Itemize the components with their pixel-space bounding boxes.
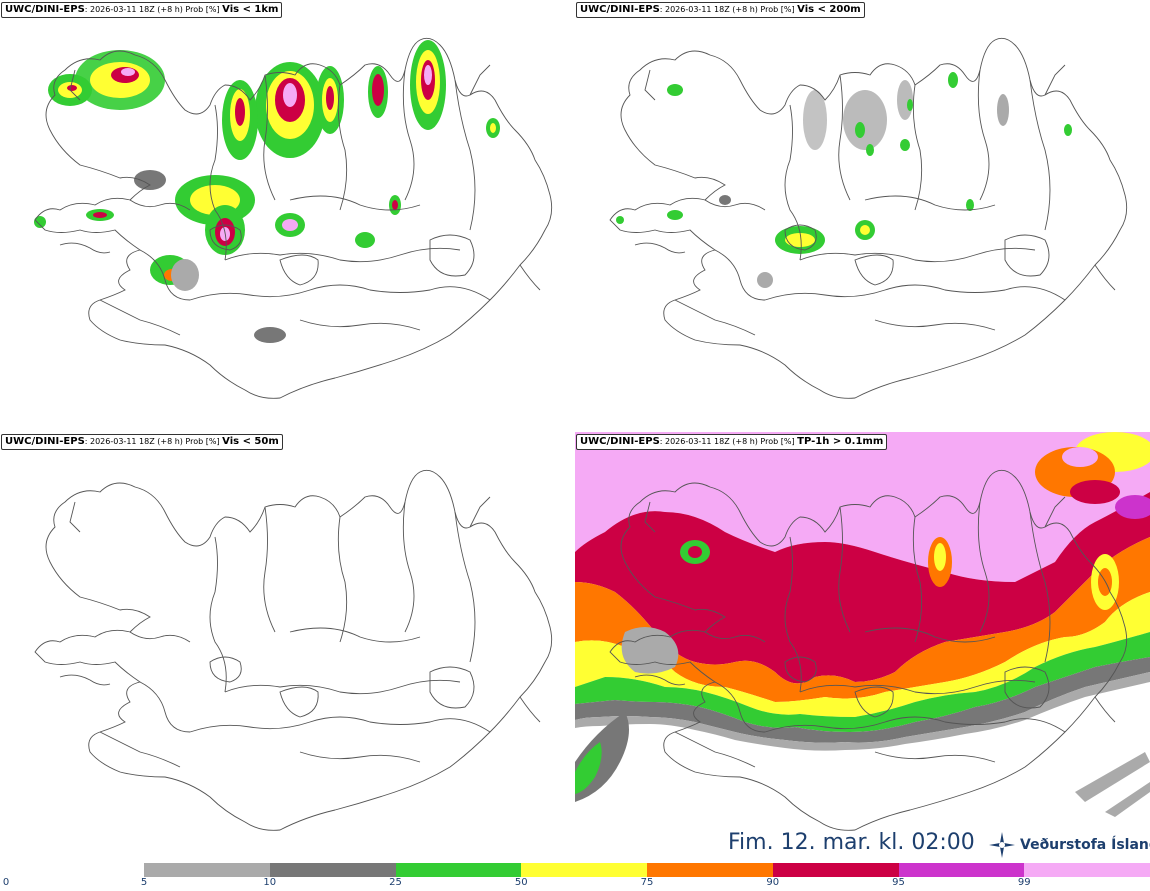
probability-field bbox=[34, 40, 500, 343]
colorbar-tick-label: 99 bbox=[1017, 877, 1031, 888]
logo-text: Veðurstofa Íslands bbox=[1020, 837, 1150, 853]
panel-title: UWC/DINI-EPS: 2026-03-11 18Z (+8 h) Prob… bbox=[576, 434, 888, 450]
panel-tp-1h: UWC/DINI-EPS: 2026-03-11 18Z (+8 h) Prob… bbox=[575, 432, 1150, 862]
panel-title: UWC/DINI-EPS: 2026-03-11 18Z (+8 h) Prob… bbox=[1, 434, 283, 450]
vedurstofa-star-icon bbox=[989, 832, 1015, 858]
colorbar-segment bbox=[521, 863, 647, 877]
colorbar-tick-label: 5 bbox=[140, 877, 148, 888]
model-name: UWC/DINI-EPS bbox=[5, 4, 85, 15]
colorbar-segment bbox=[647, 863, 773, 877]
colorbar-segment bbox=[269, 863, 396, 877]
model-name: UWC/DINI-EPS bbox=[580, 4, 660, 15]
iceland-map bbox=[609, 37, 1128, 399]
colorbar-segment bbox=[395, 863, 522, 877]
threshold-label: Vis < 50m bbox=[222, 436, 279, 447]
precipitation-probability-field bbox=[575, 432, 1150, 817]
colorbar-tick-label: 0 bbox=[2, 877, 10, 888]
probability-field bbox=[616, 72, 1072, 288]
run-info: : 2026-03-11 18Z (+8 h) Prob [%] bbox=[659, 437, 798, 446]
iceland-map bbox=[34, 469, 553, 831]
vedurstofa-logo: Veðurstofa Íslands bbox=[988, 830, 1150, 860]
forecast-valid-time: Fim. 12. mar. kl. 02:00 bbox=[728, 830, 975, 855]
colorbar-ticks: 0 5 10 25 50 75 90 95 99 bbox=[0, 877, 1150, 891]
model-name: UWC/DINI-EPS bbox=[5, 436, 85, 447]
run-info: : 2026-03-11 18Z (+8 h) Prob [%] bbox=[84, 5, 223, 14]
iceland-map bbox=[575, 432, 1150, 831]
colorbar-tick-label: 95 bbox=[892, 877, 905, 888]
panel-vis-200m: UWC/DINI-EPS: 2026-03-11 18Z (+8 h) Prob… bbox=[575, 0, 1150, 430]
colorbar-tick-label: 10 bbox=[263, 877, 277, 888]
panel-vis-50m: UWC/DINI-EPS: 2026-03-11 18Z (+8 h) Prob… bbox=[0, 432, 575, 862]
model-name: UWC/DINI-EPS bbox=[580, 436, 660, 447]
threshold-label: TP-1h > 0.1mm bbox=[797, 436, 884, 447]
threshold-label: Vis < 200m bbox=[797, 4, 861, 15]
colorbar-segment bbox=[772, 863, 899, 877]
threshold-label: Vis < 1km bbox=[222, 4, 279, 15]
colorbar-tick-label: 75 bbox=[640, 877, 654, 888]
colorbar-tick-label: 25 bbox=[389, 877, 402, 888]
colorbar-tick-label: 90 bbox=[766, 877, 780, 888]
panel-title: UWC/DINI-EPS: 2026-03-11 18Z (+8 h) Prob… bbox=[1, 2, 283, 18]
iceland-map bbox=[34, 37, 553, 399]
colorbar-segment bbox=[898, 863, 1025, 877]
probability-colorbar bbox=[144, 863, 1150, 877]
colorbar-segment bbox=[144, 863, 270, 877]
colorbar-segment bbox=[1024, 863, 1150, 877]
colorbar-tick-label: 50 bbox=[514, 877, 528, 888]
panel-title: UWC/DINI-EPS: 2026-03-11 18Z (+8 h) Prob… bbox=[576, 2, 865, 18]
panel-vis-1km: UWC/DINI-EPS: 2026-03-11 18Z (+8 h) Prob… bbox=[0, 0, 575, 430]
run-info: : 2026-03-11 18Z (+8 h) Prob [%] bbox=[659, 5, 798, 14]
run-info: : 2026-03-11 18Z (+8 h) Prob [%] bbox=[84, 437, 223, 446]
